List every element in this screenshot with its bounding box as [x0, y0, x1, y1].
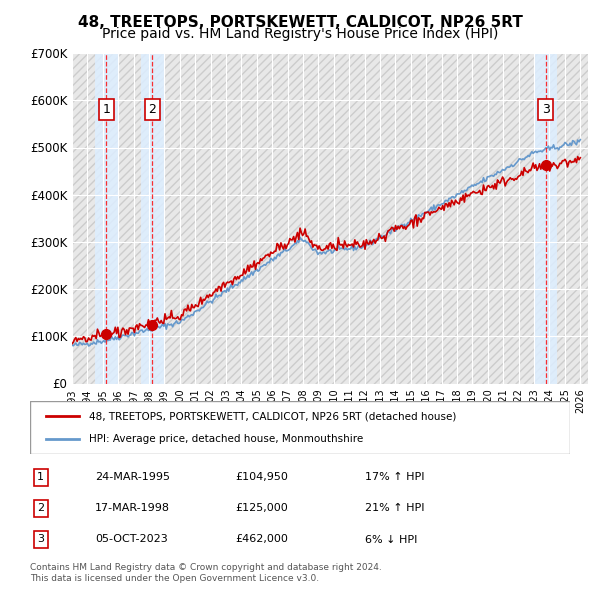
Text: Contains HM Land Registry data © Crown copyright and database right 2024.
This d: Contains HM Land Registry data © Crown c… — [30, 563, 382, 583]
Text: 1: 1 — [37, 472, 44, 482]
Text: 24-MAR-1995: 24-MAR-1995 — [95, 472, 170, 482]
Text: HPI: Average price, detached house, Monmouthshire: HPI: Average price, detached house, Monm… — [89, 434, 364, 444]
Text: 17-MAR-1998: 17-MAR-1998 — [95, 503, 170, 513]
Text: £462,000: £462,000 — [235, 535, 288, 545]
Text: £125,000: £125,000 — [235, 503, 288, 513]
Text: 2: 2 — [148, 103, 156, 116]
Text: 48, TREETOPS, PORTSKEWETT, CALDICOT, NP26 5RT (detached house): 48, TREETOPS, PORTSKEWETT, CALDICOT, NP2… — [89, 411, 457, 421]
Text: 2: 2 — [37, 503, 44, 513]
Text: 6% ↓ HPI: 6% ↓ HPI — [365, 535, 417, 545]
FancyBboxPatch shape — [0, 0, 600, 483]
Text: Price paid vs. HM Land Registry's House Price Index (HPI): Price paid vs. HM Land Registry's House … — [102, 27, 498, 41]
Bar — [534, 53, 557, 384]
Text: 3: 3 — [37, 535, 44, 545]
Text: 1: 1 — [103, 103, 110, 116]
Text: 3: 3 — [542, 103, 550, 116]
Text: 17% ↑ HPI: 17% ↑ HPI — [365, 472, 424, 482]
Bar — [95, 53, 118, 384]
Text: 48, TREETOPS, PORTSKEWETT, CALDICOT, NP26 5RT: 48, TREETOPS, PORTSKEWETT, CALDICOT, NP2… — [77, 15, 523, 30]
Bar — [140, 53, 164, 384]
Text: £104,950: £104,950 — [235, 472, 288, 482]
FancyBboxPatch shape — [30, 401, 570, 454]
Text: 05-OCT-2023: 05-OCT-2023 — [95, 535, 167, 545]
Text: 21% ↑ HPI: 21% ↑ HPI — [365, 503, 424, 513]
